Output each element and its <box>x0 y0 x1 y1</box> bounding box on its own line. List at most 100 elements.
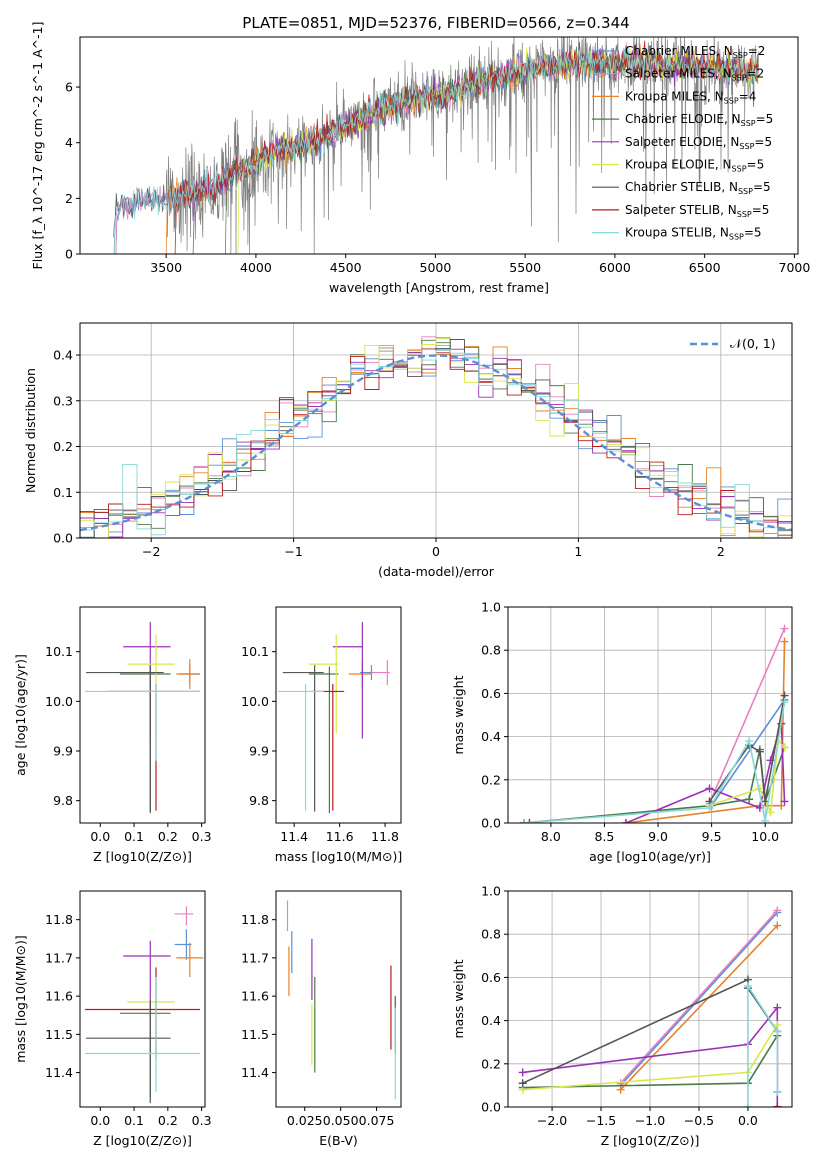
series-marker <box>743 1103 752 1107</box>
legend-entry: Chabrier ELODIE, NSSP=5 <box>625 112 773 128</box>
errorbar-kroupa-stelib <box>85 683 200 761</box>
y-tick-label: 0.2 <box>481 772 501 787</box>
errorbar-salpeter-stelib <box>312 683 345 811</box>
series-chabrier-stelib <box>705 691 789 806</box>
x-tick-label: 6500 <box>689 260 721 275</box>
x-tick-label: 1 <box>574 544 582 559</box>
x-tick-label: 5500 <box>509 260 541 275</box>
legend-entry: Salpeter ELODIE, NSSP=5 <box>625 135 772 151</box>
series-marker <box>745 795 754 804</box>
y-tick-label: 0.4 <box>481 729 501 744</box>
y-tick-label: 0.6 <box>481 970 501 985</box>
x-tick-label: 0.0 <box>90 1113 110 1128</box>
y-tick-label: 1.0 <box>481 600 501 615</box>
errorbar-kroupa-miles <box>176 942 204 978</box>
y-tick-label: 0.2 <box>53 439 73 454</box>
y-tick-label: 0.4 <box>481 1013 501 1028</box>
mass-vs-metallicity-panel: 0.0 0.1 0.2 0.3 11.4 11.5 11.6 11.7 11.8 Z [log10… <box>13 890 212 1148</box>
series-marker <box>780 797 789 806</box>
mass-vs-ebv-panel: 0.025 0.050 0.075 11.4 11.5 11.6 11.7 11.8 E(B-V… <box>241 890 402 1148</box>
x-tick-label: −2 <box>142 544 160 559</box>
series-marker <box>525 819 534 823</box>
x-tick-label: 0.0 <box>738 1113 758 1128</box>
y-axis-label: age [log10(age/yr)] <box>13 654 28 776</box>
y-tick-label: 10.0 <box>241 694 269 709</box>
y-axis-label: mass [log10(M/M⊙)] <box>13 935 28 1063</box>
series-chabrier-elodie <box>520 743 789 823</box>
series-line <box>524 747 786 823</box>
x-tick-label: 0 <box>432 544 440 559</box>
x-tick-label: 8.0 <box>541 829 561 844</box>
figure-title: PLATE=0851, MJD=52376, FIBERID=0566, z=0… <box>242 14 629 32</box>
errorbar-salpeter-stelib <box>108 683 200 811</box>
x-tick-label: 10.0 <box>751 829 779 844</box>
spectrum-panel: 3500 4000 4500 5000 5500 6000 6500 7000 0 2 4 6 wave… <box>30 22 810 295</box>
series-line <box>708 628 786 804</box>
histogram-kroupa-stelib <box>80 349 792 538</box>
y-tick-label: 0.4 <box>53 348 73 363</box>
y-tick-label: 9.8 <box>249 793 269 808</box>
x-tick-label: 0.075 <box>359 1113 395 1128</box>
y-tick-label: 10.0 <box>45 694 73 709</box>
series-marker <box>780 637 789 646</box>
x-tick-label: 2 <box>717 544 725 559</box>
series-salpeter-stelib <box>773 1103 782 1107</box>
y-tick-label: 0.8 <box>481 643 501 658</box>
series-marker <box>780 743 789 752</box>
y-axis-label: Normed distribution <box>23 368 38 493</box>
x-tick-label: 4000 <box>240 260 272 275</box>
series-line <box>620 909 778 1084</box>
legend-entry: Kroupa ELODIE, NSSP=5 <box>625 158 764 174</box>
legend-entry: Chabrier MILES, NSSP=2 <box>625 44 765 60</box>
y-tick-label: 11.6 <box>45 989 73 1004</box>
axes-frame <box>79 606 206 824</box>
legend-entry: Kroupa MILES, NSSP=4 <box>625 89 756 105</box>
plot-area <box>85 621 200 814</box>
series-line <box>710 699 786 807</box>
x-tick-label: 0.025 <box>287 1113 323 1128</box>
x-tick-label: 0.3 <box>192 1113 212 1128</box>
errorbar-kroupa-elodie <box>127 634 175 739</box>
plot-area <box>520 624 789 823</box>
series-marker <box>773 906 782 915</box>
series-marker <box>766 808 775 817</box>
errorbar-kroupa-stelib <box>85 977 200 1092</box>
y-tick-label: 11.8 <box>45 912 73 927</box>
y-tick-label: 11.7 <box>45 950 73 965</box>
y-tick-label: 11.7 <box>241 950 269 965</box>
legend-entry: Chabrier STELIB, NSSP=5 <box>625 180 771 196</box>
axes-frame <box>79 36 799 255</box>
x-axis-label: Z [log10(Z/Z⊙)] <box>93 1133 192 1148</box>
series-marker <box>773 1087 782 1096</box>
series-marker <box>780 624 789 633</box>
x-tick-label: 9.0 <box>648 829 668 844</box>
x-tick-label: 0.2 <box>158 1113 178 1128</box>
x-tick-label: 8.5 <box>595 829 615 844</box>
x-tick-label: −1.5 <box>586 1113 616 1128</box>
x-axis-label: E(B-V) <box>319 1133 358 1148</box>
series-marker <box>705 803 714 812</box>
residual-histogram-panel: −2 −1 0 1 2 0.0 0.1 0.2 0.3 0.4 (data-model)/error… <box>23 322 793 579</box>
errorbar-kroupa-stelib <box>278 683 324 811</box>
weight-vs-age-panel: 8.0 8.5 9.0 9.5 10.0 0.0 0.2 0.4 0.6 0.8 1.0 age [l… <box>451 600 793 864</box>
errorbar-chabrier-elodie <box>119 666 171 814</box>
y-tick-label: 0.1 <box>53 485 73 500</box>
plot-area <box>286 900 396 1100</box>
y-tick-label: 0.0 <box>481 816 501 831</box>
y-tick-label: 6 <box>65 80 73 95</box>
histogram-legend: 𝒩(0, 1) <box>690 336 776 351</box>
y-tick-label: 11.4 <box>241 1065 269 1080</box>
x-axis-label: (data-model)/error <box>378 564 495 579</box>
x-tick-label: 0.050 <box>323 1113 359 1128</box>
spectrum-legend: Chabrier MILES, NSSP=2 Salpeter MILES, NS… <box>592 44 773 242</box>
x-axis-label: Z [log10(Z/Z⊙)] <box>93 849 192 864</box>
series-line <box>625 723 786 823</box>
x-tick-label: 0.3 <box>192 829 212 844</box>
series-marker <box>773 921 782 930</box>
series-marker <box>761 816 770 823</box>
series-marker <box>780 698 789 707</box>
y-tick-label: 9.9 <box>249 744 269 759</box>
x-tick-label: 0.1 <box>124 829 144 844</box>
errorbar-chabrier-elodie <box>119 1001 171 1098</box>
x-axis-label: mass [log10(M/M⊙)] <box>275 849 403 864</box>
